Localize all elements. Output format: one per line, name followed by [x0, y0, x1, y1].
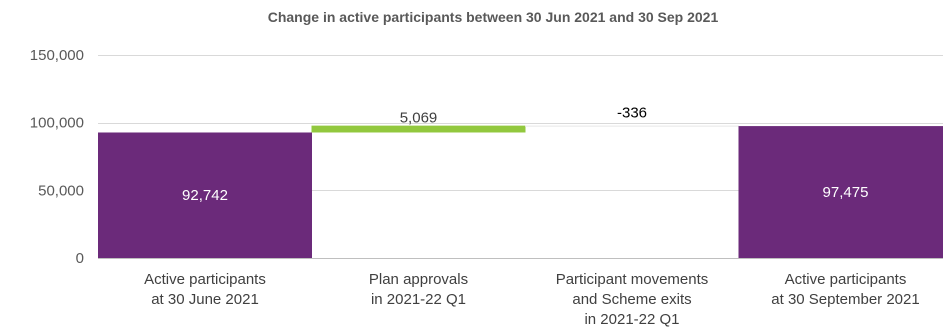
x-tick-label-line: and Scheme exits [572, 291, 691, 308]
x-tick-label-line: Active participants [144, 271, 266, 288]
x-tick-label-line: at 30 September 2021 [771, 291, 919, 308]
x-tick-label: Plan approvals in 2021-22 Q1 [369, 271, 468, 308]
y-tick-label: 0 [76, 250, 84, 267]
y-axis: 0 50,000 100,000 150,000 [30, 47, 84, 267]
x-tick-label-line: Plan approvals [369, 271, 468, 288]
bar [311, 125, 526, 133]
x-axis: Active participants at 30 June 2021 Plan a… [144, 271, 920, 328]
data-label: -336 [617, 105, 647, 122]
x-tick-label-line: Active participants [785, 271, 907, 288]
data-label: 92,742 [182, 187, 228, 204]
data-label: 97,475 [823, 184, 869, 201]
x-tick-label: Active participants at 30 June 2021 [144, 271, 266, 308]
y-tick-label: 150,000 [30, 47, 84, 64]
y-tick-label: 100,000 [30, 115, 84, 132]
bar [738, 126, 943, 258]
x-tick-label-line: in 2021-22 Q1 [371, 291, 466, 308]
data-labels: 92,742 5,069 -336 97,475 [182, 105, 868, 205]
bar [525, 125, 739, 127]
x-tick-label-line: at 30 June 2021 [151, 291, 259, 308]
x-tick-label: Active participants at 30 September 2021 [771, 271, 919, 308]
bar [98, 132, 312, 258]
x-tick-label-line: in 2021-22 Q1 [584, 311, 679, 328]
chart-title: Change in active participants between 30… [268, 9, 719, 25]
bars [98, 125, 943, 258]
x-tick-label: Participant movements and Scheme exits in … [556, 271, 709, 328]
x-tick-label-line: Participant movements [556, 271, 709, 288]
y-tick-label: 50,000 [38, 182, 84, 199]
data-label: 5,069 [400, 110, 438, 127]
